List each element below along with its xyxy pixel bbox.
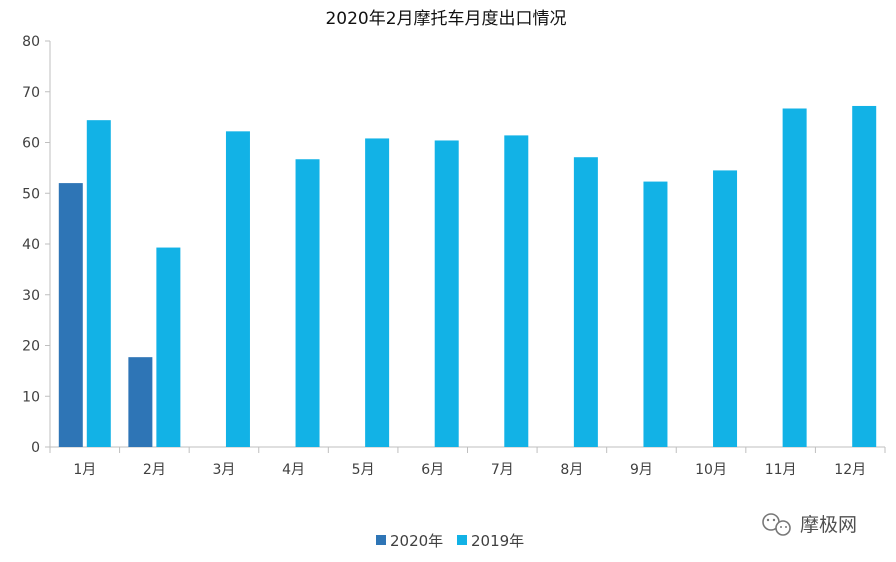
bar-series-1 xyxy=(58,183,83,447)
bar-series-2 xyxy=(434,140,459,447)
y-tick-label: 50 xyxy=(22,186,40,202)
bar-series-2 xyxy=(156,247,181,447)
x-tick-label: 11月 xyxy=(765,462,797,478)
x-tick-label: 1月 xyxy=(73,462,96,478)
legend-swatch xyxy=(457,535,467,545)
chart-bars xyxy=(58,105,877,448)
x-tick-label: 8月 xyxy=(560,462,583,478)
x-tick-label: 2月 xyxy=(143,462,166,478)
x-tick-label: 5月 xyxy=(352,462,375,478)
chart-legend: 2020年 2019年 xyxy=(376,532,524,550)
y-tick-label: 70 xyxy=(22,85,40,101)
y-tick-label: 60 xyxy=(22,136,40,152)
legend-label: 2019年 xyxy=(471,532,524,550)
bar-series-2 xyxy=(365,138,390,447)
bar-series-2 xyxy=(295,159,320,447)
category-labels: 1月 2月 3月 4月 5月 6月 7月 8月 9月 10月 11月 12月 xyxy=(73,462,866,478)
x-tick-label: 3月 xyxy=(212,462,235,478)
x-tick-label: 12月 xyxy=(834,462,866,478)
wechat-icon xyxy=(762,513,791,536)
x-tick-label: 4月 xyxy=(282,462,305,478)
chart-axes: 0 10 20 30 40 50 60 70 80 xyxy=(22,34,886,456)
bar-series-2 xyxy=(504,135,529,447)
bar-series-2 xyxy=(643,181,668,447)
y-tick-label: 20 xyxy=(22,339,40,355)
legend-swatch xyxy=(376,535,386,545)
x-tick-label: 10月 xyxy=(695,462,727,478)
bar-series-2 xyxy=(573,157,598,447)
watermark: 摩极网 xyxy=(762,513,857,536)
bar-series-2 xyxy=(225,131,250,447)
x-tick-label: 7月 xyxy=(491,462,514,478)
y-tick-label: 80 xyxy=(22,34,40,50)
bar-series-2 xyxy=(852,105,877,448)
bar-series-2 xyxy=(86,120,111,448)
y-tick-label: 30 xyxy=(22,288,40,304)
bar-series-1 xyxy=(128,357,153,447)
x-tick-label: 6月 xyxy=(421,462,444,478)
bar-series-2 xyxy=(713,170,738,447)
x-tick-label: 9月 xyxy=(630,462,653,478)
watermark-text: 摩极网 xyxy=(800,514,857,536)
y-tick-label: 40 xyxy=(22,237,40,253)
y-tick-label: 10 xyxy=(22,389,40,405)
y-tick-label: 0 xyxy=(31,440,40,456)
bar-series-2 xyxy=(782,108,807,447)
legend-label: 2020年 xyxy=(390,532,443,550)
chart-title: 2020年2月摩托车月度出口情况 xyxy=(325,9,566,29)
